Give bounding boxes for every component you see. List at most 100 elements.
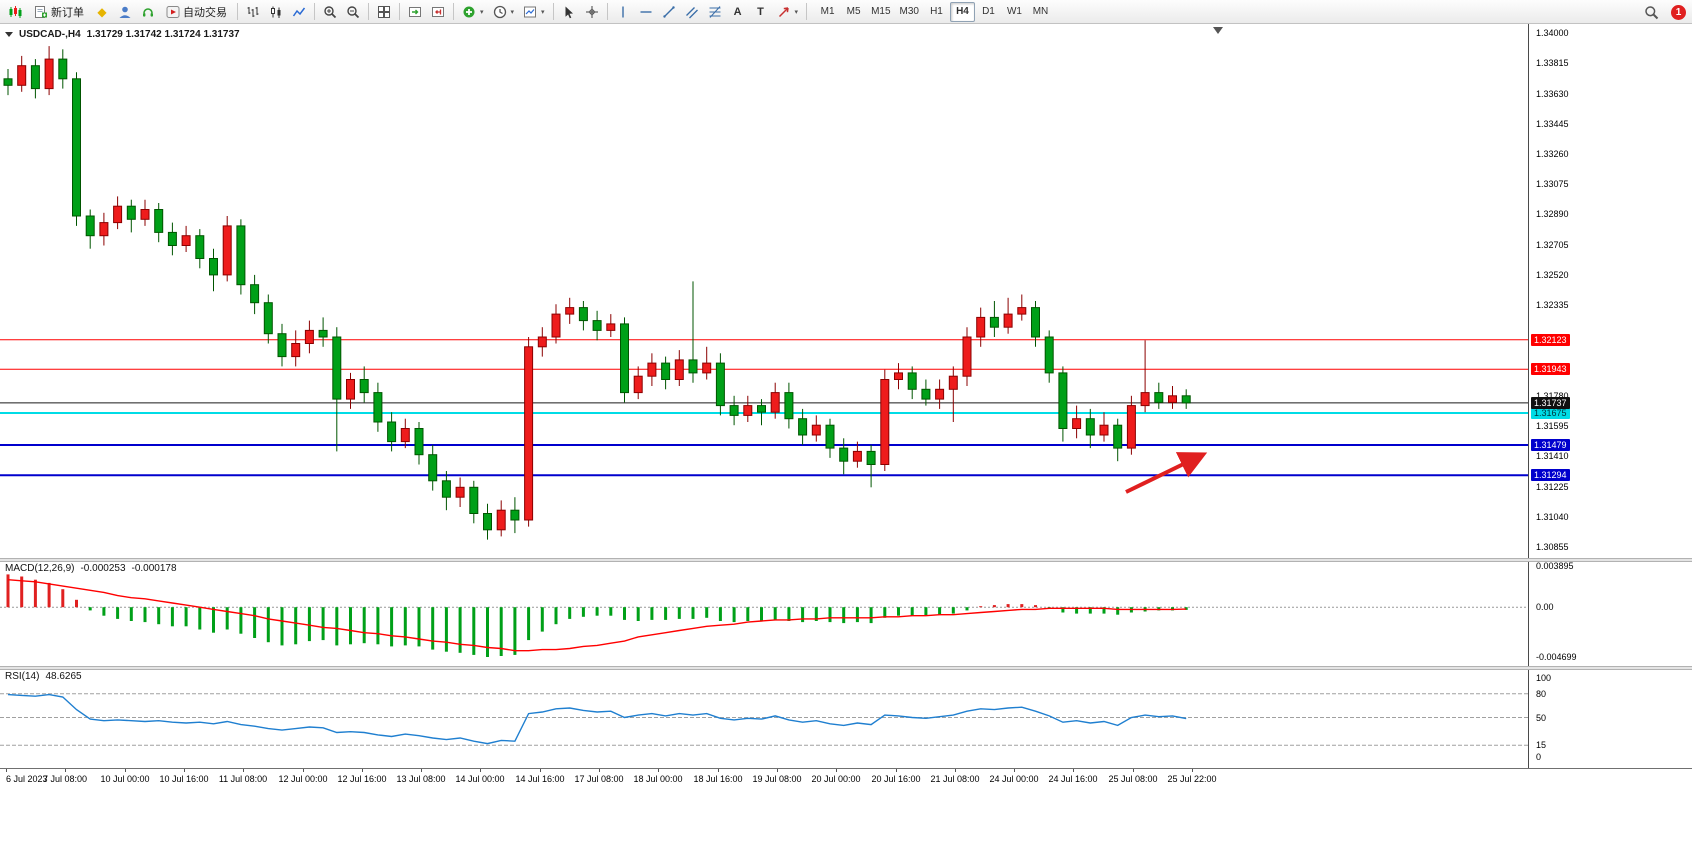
time-tick xyxy=(480,769,481,772)
time-tick xyxy=(243,769,244,772)
macd-indicator-panel[interactable] xyxy=(0,562,1528,666)
timeframe-M15[interactable]: M15 xyxy=(871,6,891,17)
chart-shift-icon xyxy=(432,6,444,17)
time-tick xyxy=(65,769,66,772)
time-axis-label: 24 Jul 16:00 xyxy=(1048,774,1098,784)
price-axis-tick: 1.31410 xyxy=(1536,451,1569,462)
time-tick xyxy=(658,769,659,772)
time-tick xyxy=(836,769,837,772)
search-icon xyxy=(1645,5,1659,19)
time-axis-label: 25 Jul 22:00 xyxy=(1167,774,1217,784)
line-chart-icon xyxy=(292,7,306,16)
time-tick xyxy=(896,769,897,772)
crosshair-button[interactable] xyxy=(581,2,603,22)
favorites-button[interactable]: ◆ xyxy=(91,2,113,22)
rsi-axis-label: 50 xyxy=(1536,712,1547,723)
rsi-indicator-panel[interactable] xyxy=(0,670,1528,768)
timeframe-M30[interactable]: M30 xyxy=(899,6,919,17)
rsi-axis-label: 0 xyxy=(1536,752,1542,762)
main-price-chart[interactable] xyxy=(0,24,1528,558)
new-order-button[interactable]: 新订单 xyxy=(28,2,90,22)
play-icon xyxy=(166,5,180,18)
time-axis[interactable]: 6 Jul 2023 7 Jul 08:00 10 Jul 00:00 10 Jul … xyxy=(0,768,1692,792)
text-button[interactable]: A xyxy=(727,2,749,22)
fibonacci-button[interactable] xyxy=(704,2,726,22)
timeframe-H1[interactable]: H1 xyxy=(930,6,943,17)
ohlc-values: 1.31729 1.31742 1.31724 1.31737 xyxy=(86,29,240,40)
timeframe-M5[interactable]: M5 xyxy=(846,6,861,17)
chart-shift-button[interactable] xyxy=(427,2,449,22)
chart-title: USDCAD-,H4 1.31729 1.31742 1.31724 1.317… xyxy=(5,29,240,40)
time-tick xyxy=(1014,769,1015,772)
price-axis-tick: 1.33260 xyxy=(1536,148,1569,159)
chart-bars-button[interactable] xyxy=(242,2,264,22)
timeframe-D1[interactable]: D1 xyxy=(982,6,995,17)
time-axis-label: 25 Jul 08:00 xyxy=(1108,774,1158,784)
label-button[interactable]: T xyxy=(750,2,772,22)
chart-candles-button[interactable] xyxy=(265,2,287,22)
separator xyxy=(806,3,808,20)
notification-badge[interactable]: 1 xyxy=(1671,4,1686,20)
horizontal-line-button[interactable] xyxy=(635,2,657,22)
autotrade-label: 自动交易 xyxy=(183,6,227,19)
chevron-down-icon: ▾ xyxy=(480,8,484,16)
rsi-value: 48.6265 xyxy=(45,671,82,682)
collapse-icon[interactable] xyxy=(5,32,13,37)
time-axis-label: 11 Jul 08:00 xyxy=(218,774,268,784)
timeframe-H4[interactable]: H4 xyxy=(949,1,975,22)
new-chart-button[interactable] xyxy=(4,2,27,22)
search-button[interactable] xyxy=(1640,2,1663,22)
account-button[interactable] xyxy=(114,2,136,22)
text-a-icon: A xyxy=(733,5,742,18)
chart-line-button[interactable] xyxy=(288,2,310,22)
zoom-in-button[interactable] xyxy=(319,2,341,22)
shapes-button[interactable]: ▾ xyxy=(773,2,803,22)
time-axis-label: 14 Jul 16:00 xyxy=(515,774,565,784)
timeframe-W1[interactable]: W1 xyxy=(1006,6,1022,17)
bars-icon xyxy=(247,6,259,17)
tile-icon xyxy=(378,5,390,18)
separator xyxy=(606,3,608,20)
chevron-down-icon: ▾ xyxy=(541,8,545,16)
hline-price-label: 1.31294 xyxy=(1531,469,1570,482)
macd-main-value: -0.000253 xyxy=(80,563,126,574)
hline-price-label: 1.31943 xyxy=(1531,363,1570,376)
zoom-out-button[interactable] xyxy=(342,2,364,22)
separator xyxy=(237,3,238,20)
timeframe-M1[interactable]: M1 xyxy=(820,6,835,17)
indicators-button[interactable]: ▾ xyxy=(458,2,488,22)
time-tick xyxy=(1073,769,1074,772)
time-axis-label: 17 Jul 08:00 xyxy=(574,774,624,784)
vertical-line-button[interactable] xyxy=(612,2,634,22)
trendline-button[interactable] xyxy=(658,2,680,22)
price-scale[interactable]: 1.34000 1.33815 1.33630 1.33445 1.33260 1.330… xyxy=(1529,24,1691,768)
time-tick xyxy=(1133,769,1134,772)
chevron-down-icon: ▾ xyxy=(510,8,515,16)
channel-button[interactable] xyxy=(681,2,703,22)
macd-indicator-label: MACD(12,26,9) -0.000253 -0.000178 xyxy=(5,563,177,574)
time-axis-label: 10 Jul 16:00 xyxy=(159,774,209,784)
panel-divider[interactable] xyxy=(0,666,1692,670)
price-axis-tick: 1.33815 xyxy=(1536,58,1569,69)
separator xyxy=(368,3,369,20)
panel-divider[interactable] xyxy=(0,558,1692,562)
candles-icon xyxy=(271,6,281,18)
price-axis-tick: 1.32335 xyxy=(1536,300,1569,311)
autotrade-button[interactable]: 自动交易 xyxy=(160,2,233,22)
price-axis-tick: 1.32705 xyxy=(1536,239,1569,250)
auto-scroll-button[interactable] xyxy=(404,2,426,22)
time-axis-label: 19 Jul 08:00 xyxy=(752,774,802,784)
timeframe-group: M1 M5 M15 M30 H1 H4 D1 W1 MN xyxy=(815,1,1053,22)
cursor-button[interactable] xyxy=(558,2,580,22)
timeframe-MN[interactable]: MN xyxy=(1032,6,1049,17)
periods-button[interactable]: ▾ xyxy=(489,2,519,22)
time-axis-label: 24 Jul 00:00 xyxy=(989,774,1039,784)
support-button[interactable] xyxy=(137,2,159,22)
tile-windows-button[interactable] xyxy=(373,2,395,22)
rsi-name: RSI(14) xyxy=(5,671,40,682)
templates-button[interactable]: ▾ xyxy=(519,2,549,22)
zoom-out-icon xyxy=(347,5,360,18)
time-axis-label: 20 Jul 00:00 xyxy=(811,774,861,784)
toolbar-right: 1 xyxy=(1640,0,1686,24)
macd-name: MACD(12,26,9) xyxy=(5,563,75,574)
